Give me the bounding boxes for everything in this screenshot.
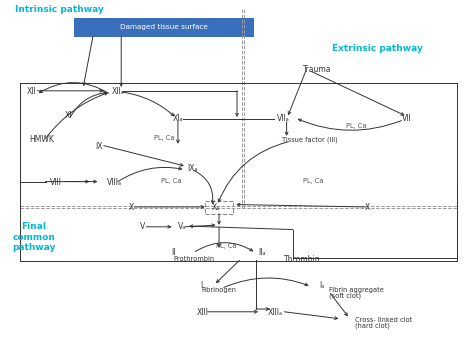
Text: X: X <box>128 203 134 213</box>
Text: XI: XI <box>64 111 72 120</box>
Text: Tissue factor (III): Tissue factor (III) <box>282 136 337 143</box>
FancyBboxPatch shape <box>74 18 254 37</box>
Text: Final
common
pathway: Final common pathway <box>12 222 55 252</box>
Text: Fibrin aggregate: Fibrin aggregate <box>329 287 384 293</box>
Text: XIII: XIII <box>197 308 209 317</box>
Text: I: I <box>201 281 203 290</box>
Text: VIII: VIII <box>50 178 62 187</box>
Text: XIIIₐ: XIIIₐ <box>268 308 283 317</box>
Text: II: II <box>171 248 175 257</box>
Text: IX: IX <box>95 142 103 151</box>
Text: HMWK: HMWK <box>29 135 54 144</box>
Text: XIIₐ: XIIₐ <box>112 87 125 96</box>
Text: VII: VII <box>402 115 412 123</box>
Text: IIₐ: IIₐ <box>258 248 266 257</box>
Text: Thrombin: Thrombin <box>284 255 321 264</box>
Text: X: X <box>365 203 370 213</box>
Text: Damaged tissue surface: Damaged tissue surface <box>120 24 208 30</box>
Text: Fibrinogen: Fibrinogen <box>201 287 237 293</box>
Text: Xₐ: Xₐ <box>211 203 220 213</box>
Text: Cross- linked clot: Cross- linked clot <box>355 317 412 323</box>
Text: VIIIₐ: VIIIₐ <box>107 178 122 187</box>
Text: Vₐ: Vₐ <box>178 222 186 231</box>
Text: VIIₐ: VIIₐ <box>277 115 290 123</box>
Text: PL, Ca: PL, Ca <box>303 178 324 184</box>
Text: (hard clot): (hard clot) <box>355 323 390 330</box>
Text: PL, Ca: PL, Ca <box>216 243 236 249</box>
Text: IXₐ: IXₐ <box>187 164 198 173</box>
Text: Extrinsic pathway: Extrinsic pathway <box>331 44 422 53</box>
Text: Prothrombin: Prothrombin <box>173 256 214 262</box>
Text: XII: XII <box>27 87 36 96</box>
Text: V: V <box>140 222 146 231</box>
Text: PL, Ca: PL, Ca <box>155 135 175 141</box>
Text: XIₐ: XIₐ <box>173 115 184 123</box>
Text: Iₐ: Iₐ <box>319 281 325 290</box>
Text: Trauma: Trauma <box>303 65 332 74</box>
Text: Intrinsic pathway: Intrinsic pathway <box>15 5 104 14</box>
Text: PL, Ca: PL, Ca <box>346 123 366 129</box>
Text: PL, Ca: PL, Ca <box>161 178 182 184</box>
Text: (soft clot): (soft clot) <box>329 293 361 299</box>
